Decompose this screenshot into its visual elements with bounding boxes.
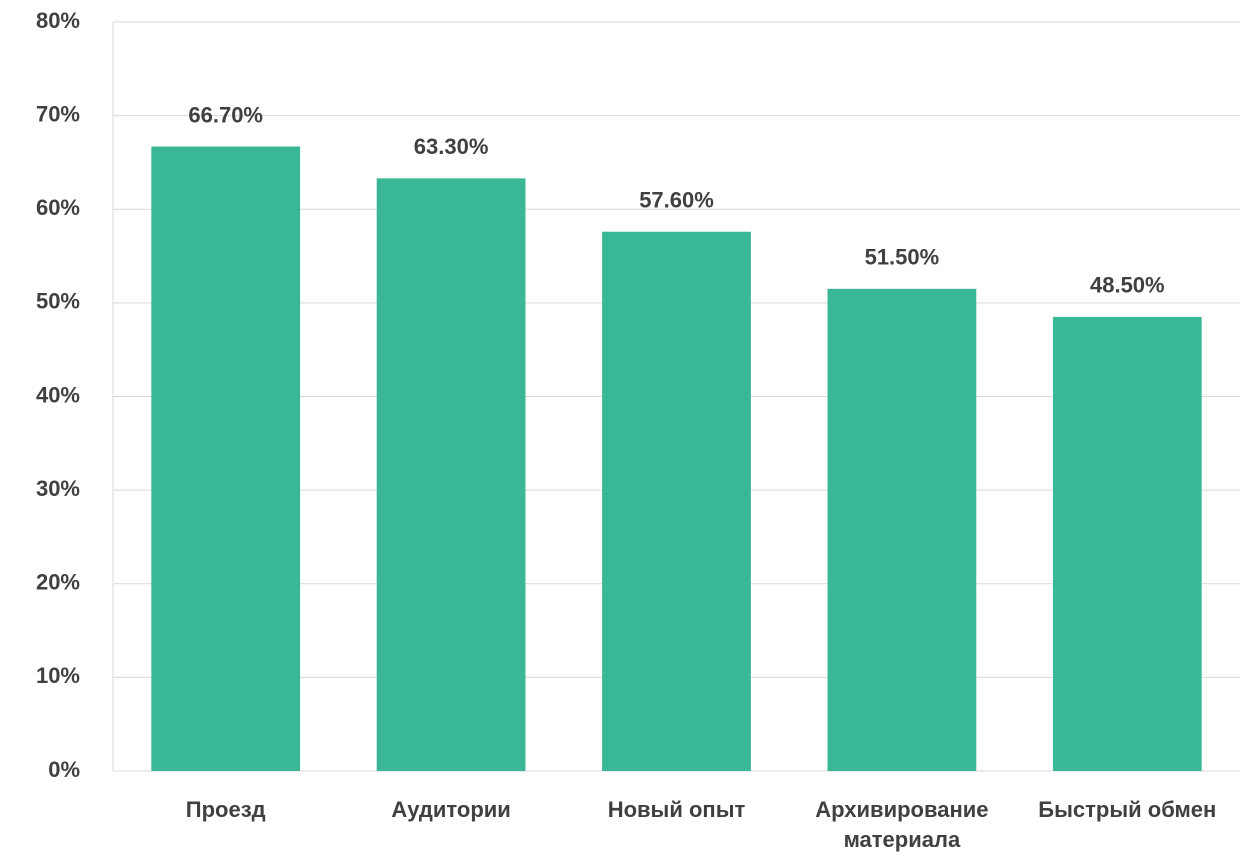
y-tick-label: 70% [36,101,80,126]
bar [151,146,301,772]
data-label: 66.70% [188,102,263,127]
bar [602,231,751,772]
y-tick-label: 30% [36,476,80,501]
y-tick-label: 50% [36,289,80,314]
y-tick-label: 40% [36,382,80,407]
data-label: 63.30% [414,134,489,159]
x-tick-label: Архивирование материала [815,797,989,852]
x-tick-label: Аудитории [391,797,511,822]
data-label: 57.60% [639,188,714,213]
data-label: 48.50% [1090,273,1165,298]
x-tick-label: Новый опыт [607,797,746,822]
data-label: 51.50% [865,245,940,270]
x-tick-label: Быстрый обмен [1038,797,1217,822]
y-tick-label: 10% [36,663,80,688]
bar [827,288,977,771]
y-tick-label: 60% [36,195,80,220]
bar [1052,316,1202,771]
y-tick-label: 0% [48,757,80,782]
bar [376,178,526,771]
x-tick-label: Проезд [185,797,266,822]
y-tick-label: 80% [36,8,80,33]
y-tick-label: 20% [36,570,80,595]
